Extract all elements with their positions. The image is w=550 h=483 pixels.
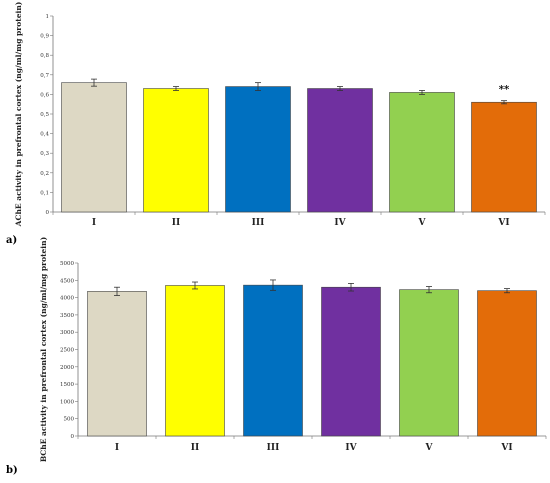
y-tick-label: 0,8 — [40, 53, 49, 59]
category-label: I — [115, 443, 119, 453]
category-label: IV — [334, 218, 346, 228]
y-tick-label: 1500 — [60, 382, 74, 388]
bar-III — [243, 284, 303, 437]
y-tick-label: 4000 — [60, 296, 74, 302]
bar-II — [165, 285, 225, 437]
y-tick-label: 0,4 — [40, 132, 49, 138]
y-tick-label: 1 — [46, 14, 50, 20]
bar-I — [61, 82, 127, 213]
y-axis-label: AChE activity in prefrontal cortex (ng/m… — [14, 2, 23, 228]
significance-marker: ** — [499, 85, 510, 96]
y-tick-label: 500 — [64, 417, 75, 423]
y-tick-label: 0,7 — [40, 73, 49, 79]
category-label: III — [252, 218, 265, 228]
y-tick-label: 5000 — [60, 261, 74, 267]
bar-VI — [477, 290, 537, 437]
panel-label: a) — [6, 235, 17, 246]
category-label: III — [267, 443, 280, 453]
bar-II — [143, 88, 209, 213]
category-label: VI — [500, 443, 512, 453]
bar-VI — [471, 101, 537, 213]
chart-ache: 00,10,20,30,40,50,60,70,80,91I II III IV V VI… — [6, 2, 546, 246]
bar-V — [399, 289, 459, 437]
y-tick-label: 2000 — [60, 365, 74, 371]
y-tick-label: 0,9 — [40, 34, 49, 40]
y-tick-label: 3500 — [60, 313, 74, 319]
bar-IV — [321, 286, 381, 437]
y-tick-label: 0,3 — [40, 151, 49, 157]
y-tick-label: 0,5 — [40, 112, 49, 118]
chart-bche: 0 500 1000 1500 2000 2500 3000 3500 4000 4500 5000… — [6, 237, 547, 476]
category-label: II — [191, 443, 199, 453]
y-tick-label: 0,1 — [40, 190, 49, 196]
y-tick-label: 2500 — [60, 348, 74, 354]
y-tick-label: 3000 — [60, 330, 74, 336]
bar-III — [225, 86, 291, 213]
category-label: VI — [497, 218, 509, 228]
y-tick-label: 0,6 — [40, 92, 49, 98]
y-tick-label: 1000 — [60, 399, 74, 405]
bar-I — [87, 291, 147, 437]
category-label: IV — [345, 443, 357, 453]
category-label: V — [418, 218, 427, 228]
category-label: V — [425, 443, 434, 453]
bar-V — [389, 92, 455, 213]
y-tick-label: 0 — [71, 434, 75, 440]
y-axis-label: BChE activity in prefrontal cortex (ng/m… — [39, 237, 48, 462]
y-tick-label: 0,2 — [40, 171, 49, 177]
category-label: II — [172, 218, 180, 228]
panel-label: b) — [6, 465, 18, 476]
category-label: I — [92, 218, 96, 228]
bar-IV — [307, 88, 373, 213]
y-tick-label: 4500 — [60, 278, 74, 284]
y-tick-label: 0 — [46, 210, 50, 216]
